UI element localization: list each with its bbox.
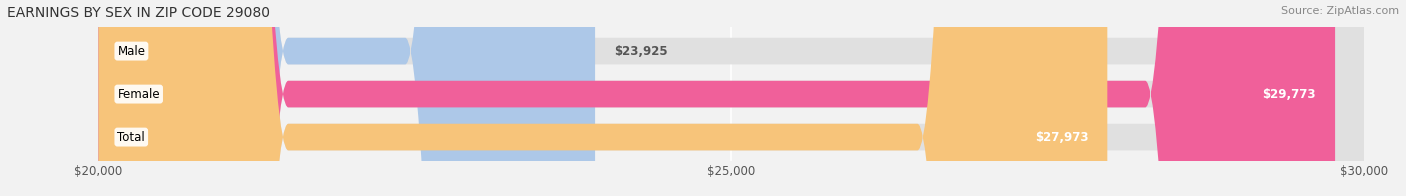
FancyBboxPatch shape bbox=[98, 0, 1364, 196]
Text: Total: Total bbox=[117, 131, 145, 144]
FancyBboxPatch shape bbox=[98, 0, 1364, 196]
FancyBboxPatch shape bbox=[98, 0, 1364, 196]
Text: $23,925: $23,925 bbox=[614, 44, 668, 58]
FancyBboxPatch shape bbox=[98, 0, 1336, 196]
Text: Male: Male bbox=[117, 44, 145, 58]
Text: Source: ZipAtlas.com: Source: ZipAtlas.com bbox=[1281, 6, 1399, 16]
FancyBboxPatch shape bbox=[98, 0, 595, 196]
Text: $29,773: $29,773 bbox=[1263, 88, 1316, 101]
Text: EARNINGS BY SEX IN ZIP CODE 29080: EARNINGS BY SEX IN ZIP CODE 29080 bbox=[7, 6, 270, 20]
Text: Female: Female bbox=[117, 88, 160, 101]
FancyBboxPatch shape bbox=[98, 0, 1108, 196]
Text: $27,973: $27,973 bbox=[1035, 131, 1088, 144]
